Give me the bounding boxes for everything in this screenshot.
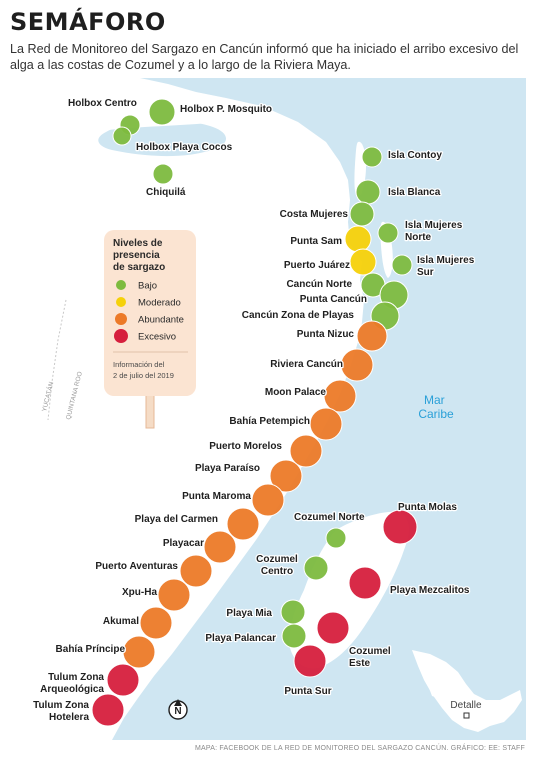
legend-title: Niveles de presencia de sargazo xyxy=(113,238,165,273)
label-playacar: Playacar xyxy=(163,538,204,549)
label-punta-sam: Punta Sam xyxy=(290,236,342,247)
label-riviera-cancun: Riviera Cancún xyxy=(270,359,343,370)
marker-isla-blanca xyxy=(355,179,381,205)
legend-dot-abundante xyxy=(115,313,127,325)
sea-label: Mar Caribe xyxy=(418,393,454,421)
marker-costa-mujeres xyxy=(349,201,375,227)
label-moon-palace: Moon Palace xyxy=(265,387,327,398)
marker-moon-palace xyxy=(323,379,357,413)
label-isla-mujeres-norte: Isla Mujeres Norte xyxy=(405,220,463,243)
marker-punta-molas xyxy=(382,509,418,545)
label-cancun-zona-de-playas: Cancún Zona de Playas xyxy=(242,310,355,321)
marker-punta-maroma xyxy=(251,483,285,517)
marker-bahia-petempich xyxy=(309,407,343,441)
marker-playa-paraiso xyxy=(269,459,303,493)
marker-bahia-principe xyxy=(122,635,156,669)
compass-arrow-icon xyxy=(174,699,182,706)
marker-cozumel-este xyxy=(316,611,350,645)
label-bahia-principe: Bahía Príncipe xyxy=(56,644,126,655)
marker-puerto-morelos xyxy=(289,434,323,468)
label-playa-mia: Playa Mia xyxy=(226,608,272,619)
label-cancun-norte: Cancún Norte xyxy=(286,279,352,290)
legend-dot-excesivo xyxy=(114,329,128,343)
label-punta-nizuc: Punta Nizuc xyxy=(297,329,355,340)
marker-playa-palancar xyxy=(281,623,307,649)
label-puerto-juarez: Puerto Juárez xyxy=(284,260,350,271)
map-credit: MAPA: FACEBOOK DE LA RED DE MONITOREO DE… xyxy=(195,745,525,752)
marker-holbox-p-mosquito xyxy=(148,98,176,126)
compass-north-label: N xyxy=(174,706,181,717)
legend-dot-bajo xyxy=(116,280,126,290)
label-punta-sur: Punta Sur xyxy=(284,686,331,697)
marker-isla-contoy xyxy=(361,146,383,168)
label-holbox-playa-cocos: Holbox Playa Cocos xyxy=(136,142,233,153)
label-isla-blanca: Isla Blanca xyxy=(388,187,441,198)
label-puerto-morelos: Puerto Morelos xyxy=(209,441,282,452)
label-tulum-zona-arqueologica: Tulum Zona Arqueológica xyxy=(40,672,104,695)
label-playa-del-carmen: Playa del Carmen xyxy=(135,514,218,525)
legend-label-moderado: Moderado xyxy=(138,298,181,309)
mexico-inset xyxy=(412,650,522,732)
marker-holbox-playa-cocos xyxy=(112,126,132,146)
label-punta-cancun: Punta Cancún xyxy=(300,294,367,305)
marker-playa-mezcalitos xyxy=(348,566,382,600)
label-playa-palancar: Playa Palancar xyxy=(205,633,276,644)
label-punta-maroma: Punta Maroma xyxy=(182,491,251,502)
label-cozumel-este: Cozumel Este xyxy=(349,646,391,669)
legend-panel xyxy=(104,230,196,396)
label-puerto-aventuras: Puerto Aventuras xyxy=(95,561,178,572)
marker-xpu-ha xyxy=(157,578,191,612)
label-chiquila: Chiquilá xyxy=(146,187,186,198)
legend-dot-moderado xyxy=(116,297,126,307)
marker-cozumel-centro xyxy=(303,555,329,581)
label-costa-mujeres: Costa Mujeres xyxy=(280,209,349,220)
marker-punta-sur xyxy=(293,644,327,678)
legend-label-abundante: Abundante xyxy=(138,315,184,326)
legend-label-bajo: Bajo xyxy=(138,281,157,292)
inset-marker xyxy=(463,712,470,719)
marker-tulum-zona-hotelera xyxy=(91,693,125,727)
marker-isla-mujeres-norte xyxy=(377,222,399,244)
mainland-land xyxy=(10,78,364,740)
label-cozumel-centro: Cozumel Centro xyxy=(256,554,298,577)
map-title: SEMÁFORO xyxy=(10,8,166,36)
legend-label-excesivo: Excesivo xyxy=(138,332,176,343)
marker-puerto-aventuras xyxy=(179,554,213,588)
marker-punta-sam xyxy=(344,225,372,253)
legend-note: Información del 2 de julio del 2019 xyxy=(113,360,174,380)
label-isla-mujeres-sur: Isla Mujeres Sur xyxy=(417,255,475,278)
marker-puerto-juarez xyxy=(349,248,377,276)
marker-riviera-cancun xyxy=(340,348,374,382)
label-holbox-centro: Holbox Centro xyxy=(68,98,137,109)
label-cozumel-norte: Cozumel Norte xyxy=(294,512,365,523)
label-punta-molas: Punta Molas xyxy=(398,502,457,513)
marker-playacar xyxy=(203,530,237,564)
marker-cozumel-norte xyxy=(325,527,347,549)
compass-rose: N xyxy=(168,699,188,720)
label-holbox-p-mosquito: Holbox P. Mosquito xyxy=(180,104,272,115)
marker-akumal xyxy=(139,606,173,640)
marker-punta-nizuc xyxy=(356,320,388,352)
label-xpu-ha: Xpu-Ha xyxy=(122,587,157,598)
label-bahia-petempich: Bahía Petempich xyxy=(229,416,310,427)
inset-label: Detalle xyxy=(450,700,482,711)
label-playa-paraiso: Playa Paraíso xyxy=(195,463,260,474)
marker-playa-del-carmen xyxy=(226,507,260,541)
marker-chiquila xyxy=(152,163,174,185)
legend-post xyxy=(145,391,155,429)
state-border-line xyxy=(47,299,67,421)
marker-isla-mujeres-sur xyxy=(391,254,413,276)
label-playa-mezcalitos: Playa Mezcalitos xyxy=(390,585,470,596)
map-subtitle: La Red de Monitoreo del Sargazo en Cancú… xyxy=(10,42,519,72)
label-akumal: Akumal xyxy=(103,616,139,627)
label-tulum-zona-hotelera: Tulum Zona Hotelera xyxy=(33,700,89,723)
label-isla-contoy: Isla Contoy xyxy=(388,150,442,161)
marker-tulum-zona-arqueologica xyxy=(106,663,140,697)
legend: Niveles de presencia de sargazo Bajo Mode… xyxy=(104,230,196,429)
marker-playa-mia xyxy=(280,599,306,625)
